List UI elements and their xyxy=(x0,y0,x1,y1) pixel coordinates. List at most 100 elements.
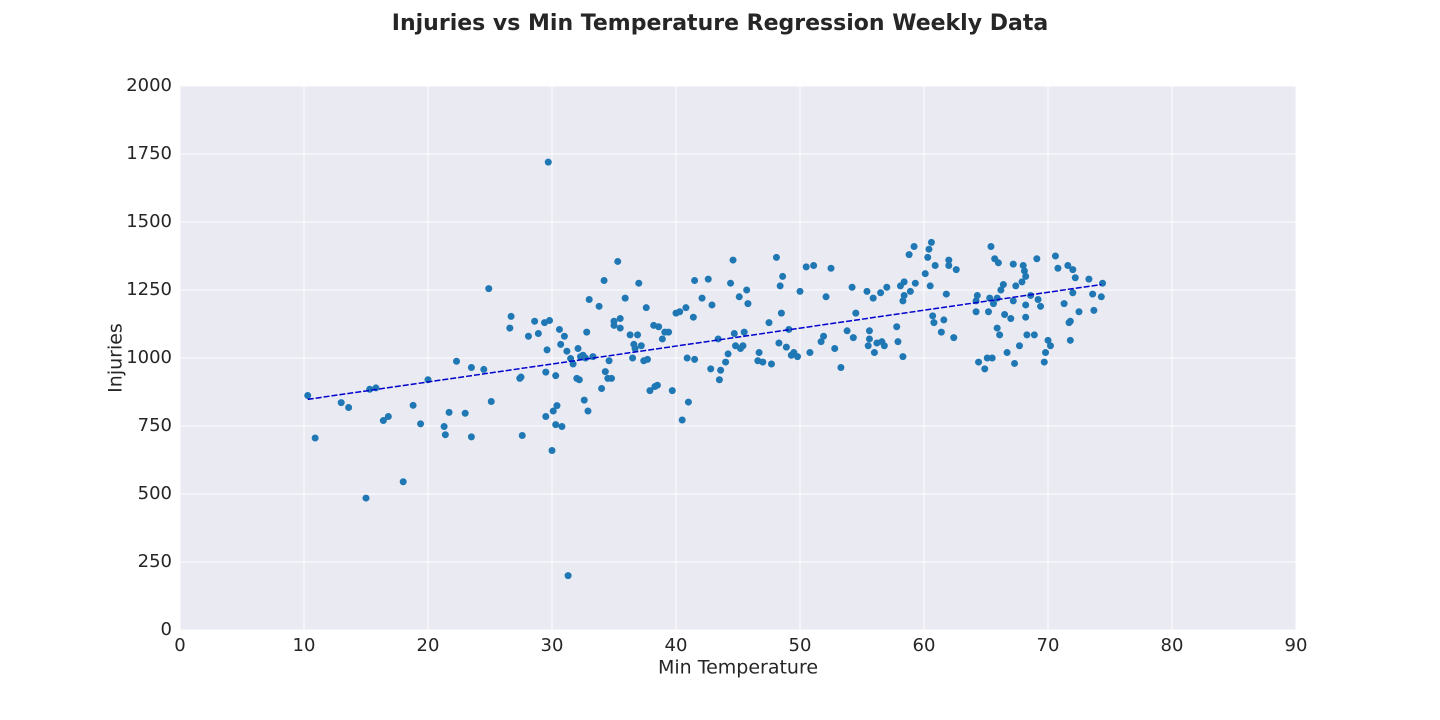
x-tick-label: 0 xyxy=(174,635,185,656)
scatter-point xyxy=(989,300,997,308)
scatter-point xyxy=(730,330,738,338)
scatter-point xyxy=(927,238,935,246)
scatter-point xyxy=(517,373,525,381)
scatter-point xyxy=(802,263,810,271)
scatter-point xyxy=(822,293,830,301)
scatter-point xyxy=(993,294,1001,302)
scatter-point xyxy=(441,431,449,439)
scatter-point xyxy=(601,368,609,376)
x-tick-label: 60 xyxy=(913,635,936,656)
scatter-point xyxy=(635,279,643,287)
scatter-point xyxy=(1060,300,1068,308)
scatter-point xyxy=(610,317,618,325)
scatter-point xyxy=(518,432,526,440)
x-tick-label: 40 xyxy=(665,635,688,656)
y-tick-label: 750 xyxy=(138,415,172,436)
scatter-point xyxy=(708,301,716,309)
scatter-point xyxy=(1075,308,1083,316)
scatter-point xyxy=(440,423,448,431)
scatter-point xyxy=(507,312,515,320)
scatter-point xyxy=(849,334,857,342)
scatter-point xyxy=(399,478,407,486)
scatter-point xyxy=(552,421,560,429)
x-tick-label: 90 xyxy=(1285,635,1308,656)
scatter-point xyxy=(831,344,839,352)
scatter-point xyxy=(544,158,552,166)
scatter-point xyxy=(724,350,732,358)
scatter-point xyxy=(767,360,775,368)
scatter-point xyxy=(585,296,593,304)
scatter-point xyxy=(1046,342,1054,350)
scatter-point xyxy=(905,251,913,259)
scatter-point xyxy=(1071,274,1079,282)
scatter-point xyxy=(1030,331,1038,339)
scatter-point xyxy=(926,282,934,290)
scatter-point xyxy=(467,364,475,372)
scatter-point xyxy=(843,327,851,335)
scatter-point xyxy=(362,494,370,502)
scatter-point xyxy=(1007,315,1015,323)
scatter-point xyxy=(1009,260,1017,268)
scatter-point xyxy=(940,316,948,324)
scatter-point xyxy=(608,374,616,382)
scatter-point xyxy=(900,291,908,299)
scatter-point xyxy=(621,294,629,302)
scatter-point xyxy=(759,358,767,366)
scatter-point xyxy=(755,349,763,357)
scatter-point xyxy=(973,291,981,299)
scatter-point xyxy=(931,262,939,270)
scatter-point xyxy=(1051,252,1059,260)
y-tick-label: 250 xyxy=(138,551,172,572)
scatter-point xyxy=(698,294,706,302)
x-tick-label: 50 xyxy=(789,635,812,656)
scatter-point xyxy=(1022,272,1030,280)
scatter-point xyxy=(997,286,1005,294)
scatter-point xyxy=(384,412,392,420)
scatter-point xyxy=(668,387,676,395)
scatter-point xyxy=(717,366,725,374)
scatter-point xyxy=(581,354,589,362)
scatter-point xyxy=(827,264,835,272)
scatter-point xyxy=(1066,336,1074,344)
scatter-point xyxy=(883,283,891,291)
scatter-point xyxy=(740,328,748,336)
scatter-point xyxy=(598,384,606,392)
scatter-point xyxy=(1020,267,1028,275)
scatter-point xyxy=(580,396,588,404)
scatter-point xyxy=(345,404,353,412)
scatter-point xyxy=(637,342,645,350)
scatter-point xyxy=(765,319,773,327)
scatter-point xyxy=(646,387,654,395)
scatter-point xyxy=(848,283,856,291)
scatter-point xyxy=(952,266,960,274)
scatter-point xyxy=(1099,279,1107,287)
x-tick-label: 10 xyxy=(293,635,316,656)
scatter-point xyxy=(820,332,828,340)
scatter-point xyxy=(552,372,560,380)
scatter-point xyxy=(924,253,932,261)
scatter-point xyxy=(467,433,475,441)
scatter-point xyxy=(806,349,814,357)
y-axis-label: Injuries xyxy=(105,323,127,393)
scatter-point xyxy=(1003,349,1011,357)
scatter-point xyxy=(658,335,666,343)
scatter-point xyxy=(785,325,793,333)
y-tick-label: 500 xyxy=(138,483,172,504)
scatter-point xyxy=(869,294,877,302)
scatter-point xyxy=(614,257,622,265)
scatter-point xyxy=(543,346,551,354)
scatter-point xyxy=(777,309,785,317)
scatter-point xyxy=(729,256,737,264)
scatter-point xyxy=(880,342,888,350)
scatter-point xyxy=(1012,282,1020,290)
y-tick-label: 1750 xyxy=(126,143,172,164)
scatter-point xyxy=(1069,289,1077,297)
scatter-point xyxy=(864,342,872,350)
scatter-point xyxy=(542,412,550,420)
scatter-point xyxy=(558,423,566,431)
scatter-point xyxy=(560,332,568,340)
y-tick-label: 0 xyxy=(161,619,172,640)
scatter-point xyxy=(817,338,825,346)
scatter-point xyxy=(304,392,312,400)
